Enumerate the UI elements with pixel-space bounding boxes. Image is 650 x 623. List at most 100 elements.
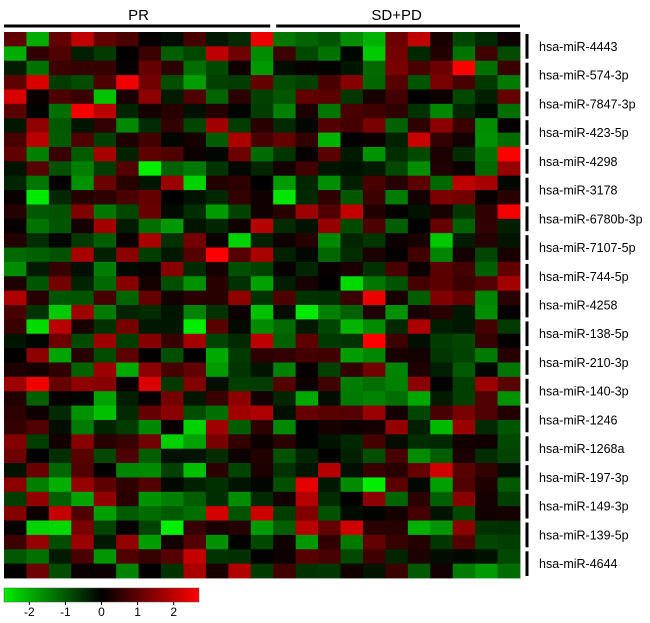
heatmap-cell [273,290,297,306]
heatmap-cell [93,376,117,392]
heatmap-cell [183,305,207,320]
row-label: hsa-miR-7107-5p [539,241,636,255]
heatmap-cell [116,376,139,392]
heatmap-cell [295,261,319,277]
heatmap-cell [4,218,27,234]
heatmap-cell [452,75,476,90]
heatmap-cell [4,276,27,292]
heatmap-cell [452,319,476,335]
heatmap-cell [385,563,409,579]
heatmap-cell [385,190,409,205]
heatmap-cell [250,175,274,191]
heatmap-cell [452,434,476,450]
heatmap-cell [4,305,27,320]
heatmap-cell [138,362,162,378]
heatmap-cell [475,118,498,133]
heatmap-cell [362,405,386,421]
heatmap-cell [250,477,274,493]
heatmap-cell [138,60,162,76]
heatmap-cell [93,118,117,133]
heatmap-cell [205,103,229,119]
heatmap-cell [161,89,184,105]
heatmap-cell [475,376,498,392]
heatmap-cell [430,132,454,148]
heatmap-cell [93,247,117,263]
heatmap-cell [273,190,297,205]
heatmap-cell [385,376,409,392]
heatmap-cell [93,477,117,493]
heatmap-cell [385,534,409,550]
heatmap-cell [318,290,341,306]
heatmap-cell [475,506,498,521]
heatmap-cell [250,146,274,162]
heatmap-cell [340,362,364,378]
heatmap-cell [4,233,27,248]
heatmap-cell [385,305,409,320]
heatmap-cell [497,305,521,320]
heatmap-cell [318,175,341,191]
heatmap-cell [183,563,207,579]
heatmap-cell [250,506,274,521]
heatmap-cell [26,348,50,363]
heatmap-cell [340,305,364,320]
heatmap-cell [273,448,297,464]
heatmap-cell [362,32,386,47]
heatmap-cell [161,463,184,478]
heatmap-cell [183,247,207,263]
heatmap-cell [318,32,341,47]
heatmap-cell [273,233,297,248]
heatmap-cell [71,75,95,90]
heatmap-cell [273,60,297,76]
heatmap-cell [228,506,252,521]
heatmap-cell [362,506,386,521]
heatmap-cell [295,419,319,435]
heatmap-cell [26,190,50,205]
heatmap-cell [250,103,274,119]
heatmap-cell [116,276,139,292]
heatmap-cell [250,319,274,335]
heatmap-cell [430,391,454,406]
heatmap-cell [4,89,27,105]
heatmap-cell [430,563,454,579]
heatmap-cell [228,218,252,234]
row-label: hsa-miR-197-3p [539,471,629,485]
heatmap-cell [116,549,139,565]
heatmap-cell [250,89,274,105]
heatmap-cell [452,491,476,507]
heatmap-cell [407,549,431,565]
heatmap-cell [362,204,386,220]
heatmap-cell [205,419,229,435]
heatmap-cell [205,276,229,292]
heatmap-cell [93,362,117,378]
heatmap-cell [161,276,184,292]
heatmap-cell [318,261,341,277]
heatmap-cell [273,132,297,148]
heatmap-cell [497,161,521,177]
heatmap-cell [26,46,50,62]
heatmap-cell [407,348,431,363]
heatmap-cell [93,434,117,450]
heatmap-cell [250,261,274,277]
heatmap-cell [340,218,364,234]
heatmap-cell [116,448,139,464]
heatmap-cell [385,204,409,220]
heatmap-cell [228,434,252,450]
heatmap-cell [452,132,476,148]
heatmap-cell [228,319,252,335]
heatmap-cell [295,391,319,406]
heatmap-cell [93,348,117,363]
heatmap-cell [161,534,184,550]
heatmap-cell [385,46,409,62]
heatmap-cell [26,218,50,234]
heatmap-cell [362,233,386,248]
heatmap-cell [407,305,431,320]
heatmap-cell [318,89,341,105]
heatmap-cell [318,233,341,248]
heatmap-cell [116,161,139,177]
heatmap-cell [205,89,229,105]
heatmap-cell [385,60,409,76]
heatmap-cell [138,103,162,119]
heatmap-cell [407,405,431,421]
heatmap-cell [161,175,184,191]
